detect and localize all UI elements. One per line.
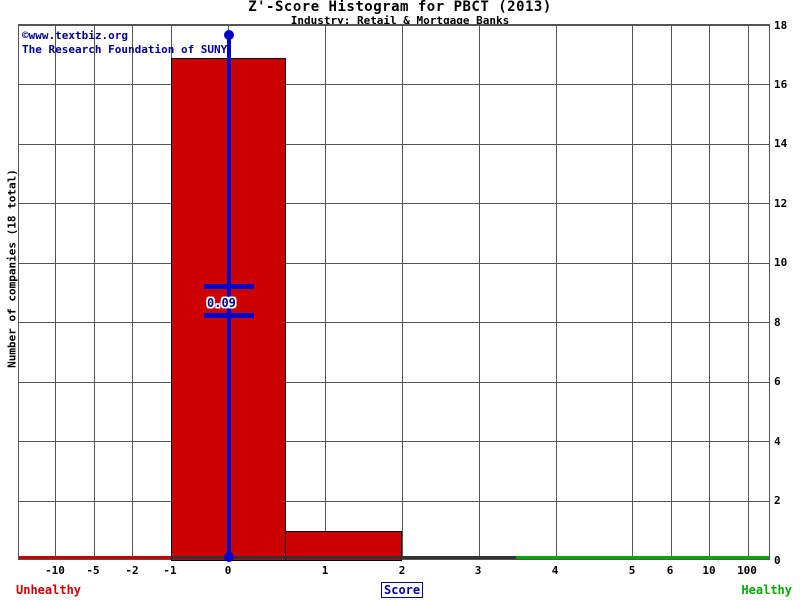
- gridline-horizontal: [19, 263, 769, 264]
- ytick-label: 14: [774, 137, 788, 150]
- gridline-vertical: [709, 25, 710, 559]
- xtick-label: -10: [45, 564, 65, 577]
- xtick-label: 1: [321, 564, 329, 577]
- gridline-horizontal: [19, 382, 769, 383]
- gridline-horizontal: [19, 441, 769, 442]
- healthy-axis-strip: [516, 556, 769, 559]
- score-marker-dot-top: [224, 30, 234, 40]
- xtick-label: 100: [737, 564, 757, 577]
- ytick-label: 16: [774, 78, 788, 91]
- ytick-label: 10: [774, 256, 788, 269]
- gridline-horizontal: [19, 25, 769, 26]
- gridline-horizontal: [19, 144, 769, 145]
- xtick-label: 0: [224, 564, 232, 577]
- unhealthy-annotation: Unhealthy: [16, 583, 82, 597]
- xtick-label: 5: [628, 564, 636, 577]
- gridline-vertical: [132, 25, 133, 559]
- ytick-label: 18: [774, 19, 788, 32]
- y-axis-label: Number of companies (18 total): [5, 169, 19, 368]
- gridline-vertical: [479, 25, 480, 559]
- score-marker-cap-upper: [204, 284, 254, 289]
- score-marker-dot-bottom: [224, 552, 234, 562]
- gridline-vertical: [325, 25, 326, 559]
- gridline-horizontal: [19, 322, 769, 323]
- gridline-vertical: [632, 25, 633, 559]
- chart-subtitle: Industry: Retail & Mortgage Banks: [290, 14, 510, 27]
- score-marker-value: 0.09: [207, 296, 236, 310]
- xtick-label: 4: [551, 564, 559, 577]
- ytick-label: 8: [774, 316, 781, 329]
- credit-line-2: The Research Foundation of SUNY: [22, 43, 228, 56]
- ytick-label: 12: [774, 197, 788, 210]
- gridline-vertical: [748, 25, 749, 559]
- credit-line-1: ©www.textbiz.org: [22, 29, 128, 42]
- score-marker-line: [227, 34, 231, 561]
- xtick-label: 6: [666, 564, 674, 577]
- xtick-label: 2: [398, 564, 406, 577]
- gridline-vertical: [671, 25, 672, 559]
- gridline-vertical: [94, 25, 95, 559]
- xtick-label: 10: [702, 564, 716, 577]
- x-axis-label: Score: [381, 582, 424, 598]
- healthy-annotation: Healthy: [741, 583, 792, 597]
- plot-area: 0.09 ©www.textbiz.org The Research Found…: [18, 24, 770, 562]
- gridline-horizontal: [19, 501, 769, 502]
- unhealthy-axis-strip: [19, 556, 171, 559]
- gridline-vertical: [556, 25, 557, 559]
- xtick-label: -2: [125, 564, 139, 577]
- neutral-axis-strip: [171, 556, 516, 559]
- gridline-vertical: [402, 25, 403, 559]
- ytick-label: 4: [774, 435, 781, 448]
- ytick-label: 0: [774, 554, 781, 567]
- gridline-horizontal: [19, 203, 769, 204]
- gridline-vertical: [55, 25, 56, 559]
- xtick-label: 3: [474, 564, 482, 577]
- xtick-label: -5: [86, 564, 100, 577]
- ytick-label: 2: [774, 494, 781, 507]
- xtick-label: -1: [163, 564, 177, 577]
- score-marker-cap-lower: [204, 313, 254, 318]
- ytick-label: 6: [774, 375, 781, 388]
- page-title: Z'-Score Histogram for PBCT (2013): [248, 0, 552, 15]
- gridline-horizontal: [19, 84, 769, 85]
- watermark-credits: ©www.textbiz.org The Research Foundation…: [22, 29, 227, 57]
